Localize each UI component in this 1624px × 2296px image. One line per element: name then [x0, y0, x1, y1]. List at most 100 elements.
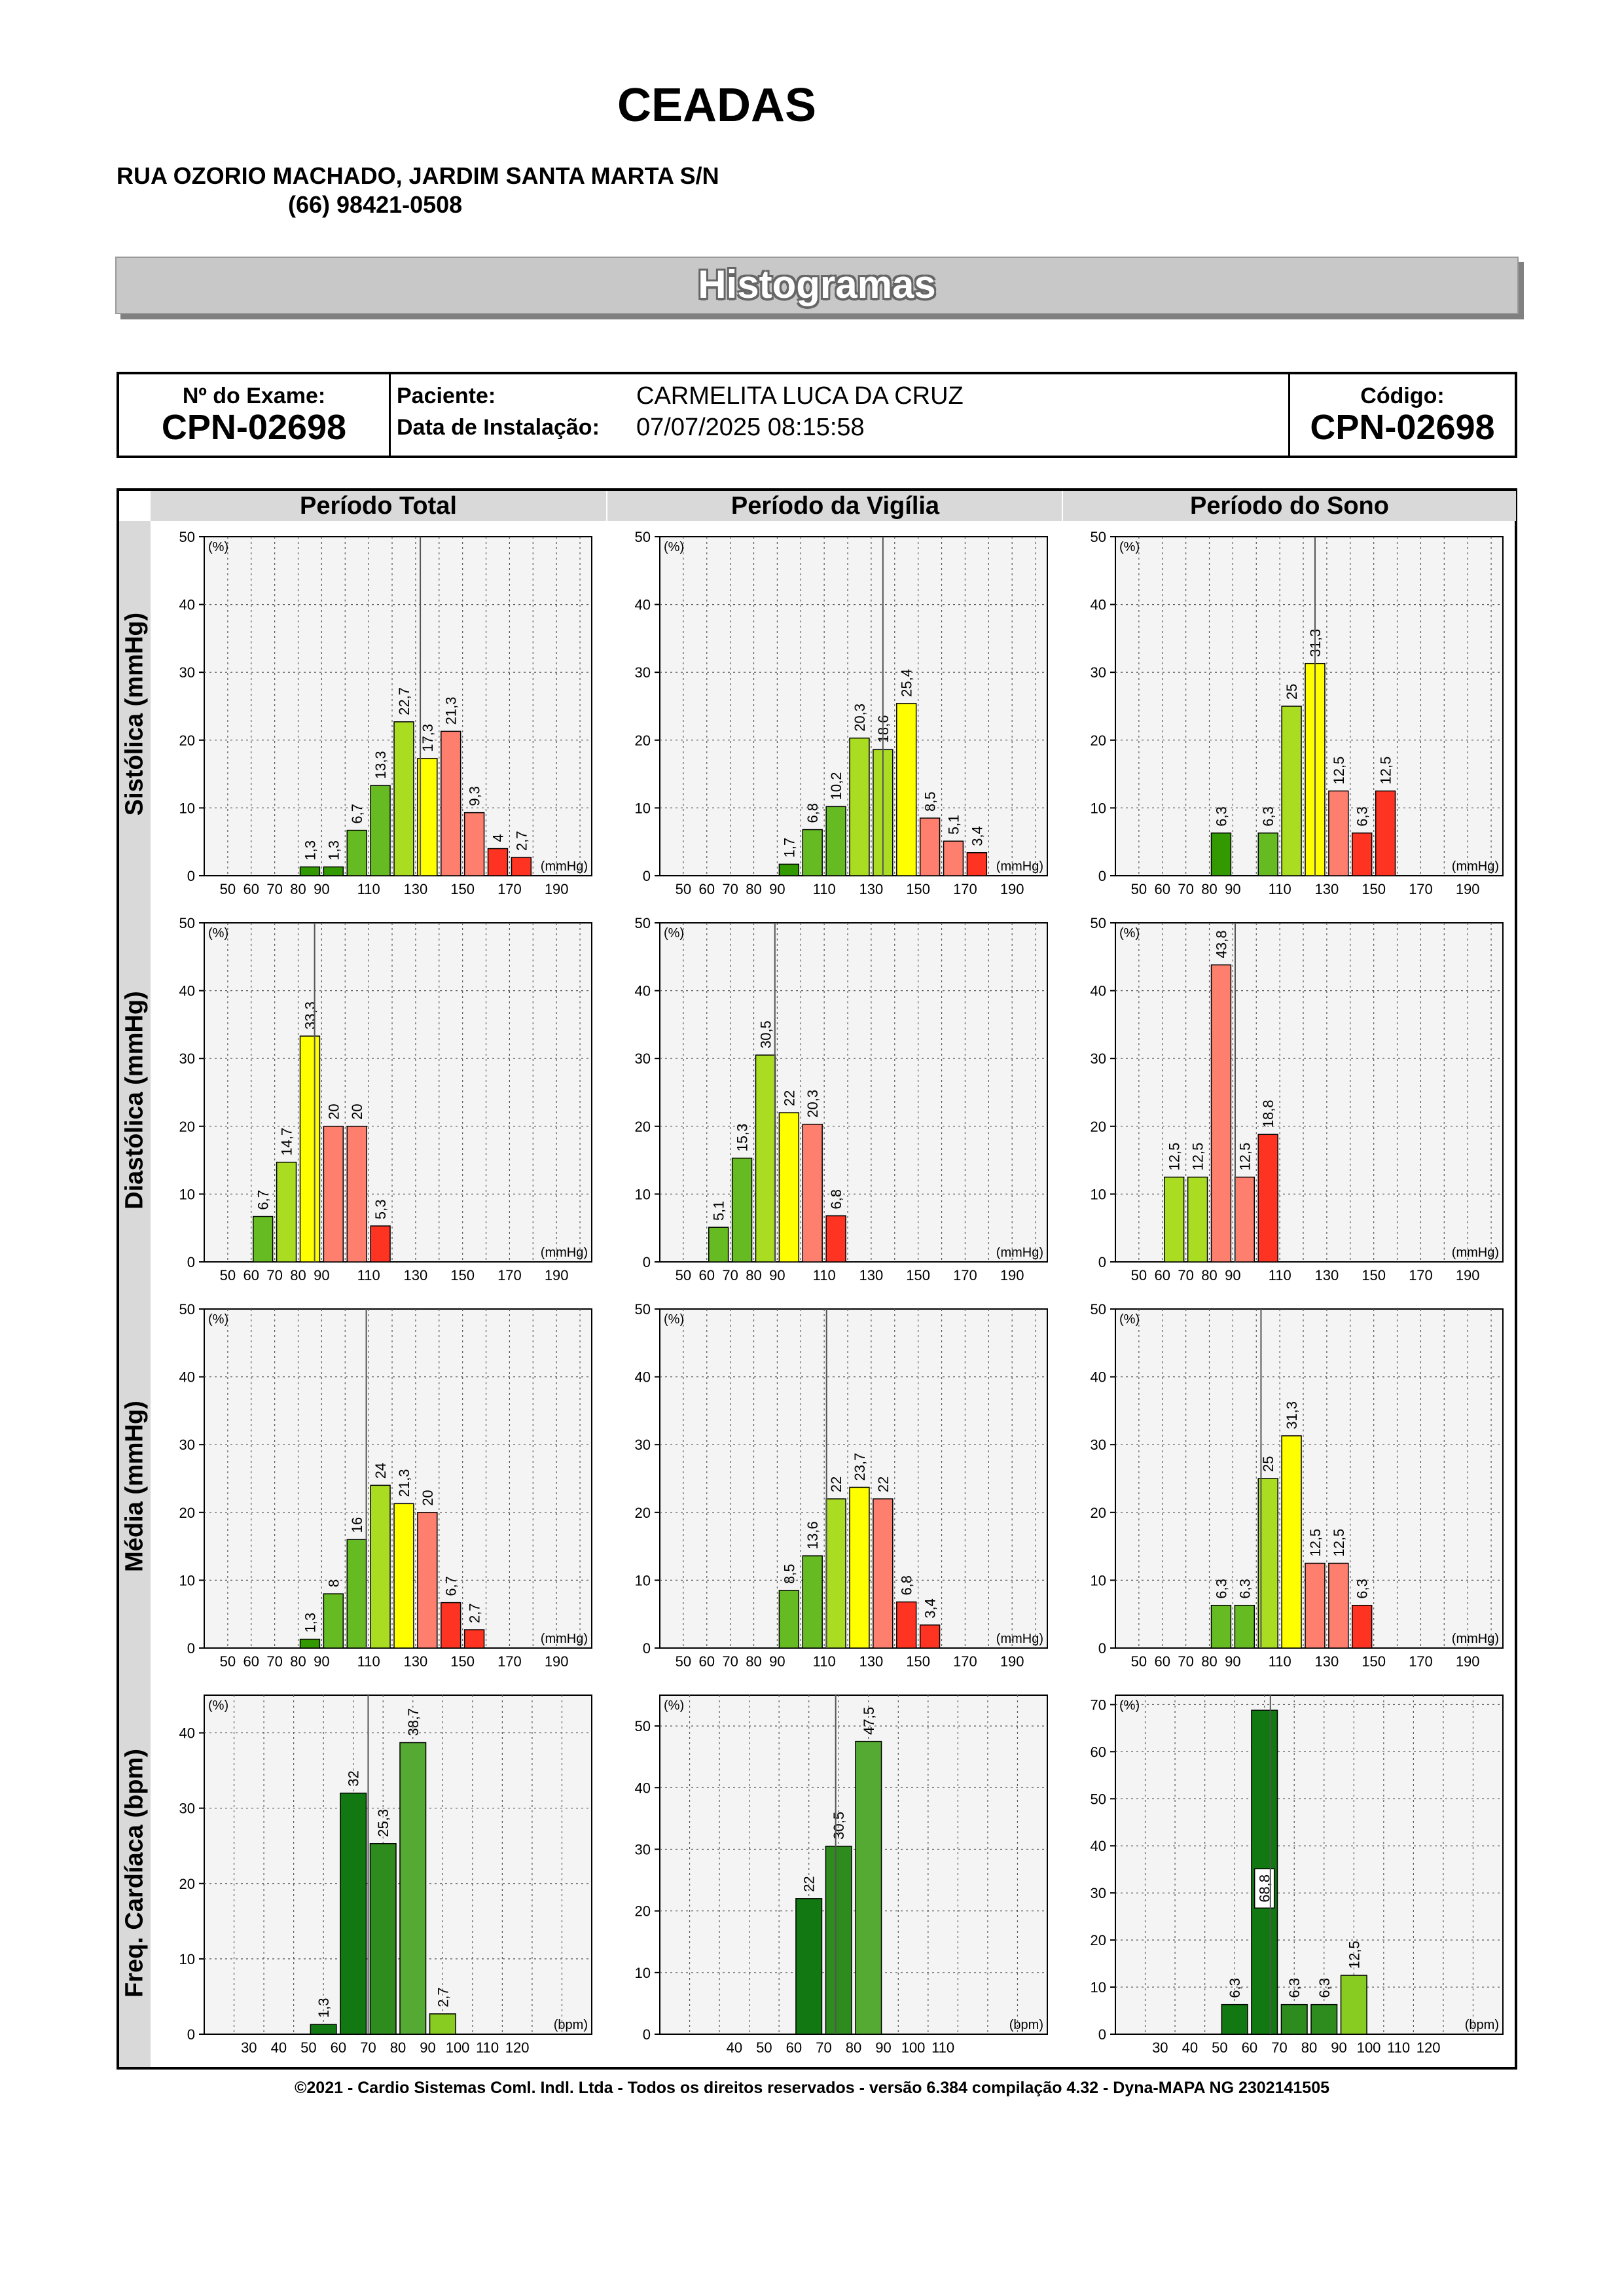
hist-diastolica-sono-xtick-label: 70	[1178, 1267, 1193, 1283]
exam-number-label: Nº do Exame:	[182, 384, 326, 408]
hist-sistolica-sono-ytick-label: 20	[1091, 732, 1106, 749]
hist-sistolica-total-ytick-label: 50	[179, 529, 195, 545]
hist-sistolica-sono-bar-label: 12,5	[1331, 757, 1347, 785]
hist-diastolica-total-xtick-label: 90	[314, 1267, 329, 1283]
hist-sistolica-vigilia-bar	[778, 863, 800, 876]
hist-freq-total-bar-label: 25,3	[375, 1809, 391, 1837]
hist-media-sono-xtick-label: 110	[1269, 1653, 1291, 1670]
hist-diastolica-vigilia-bar	[731, 1157, 753, 1263]
column-header-sono: Período do Sono	[1062, 491, 1516, 521]
hist-freq-sono-bar-label: 12,5	[1346, 1941, 1362, 1969]
hist-media-total-ytick-label: 40	[179, 1369, 195, 1386]
hist-diastolica-total-unit-label: (mmHg)	[541, 1246, 588, 1260]
hist-sistolica-sono-xtick-label: 80	[1201, 881, 1217, 897]
hist-diastolica-sono-bar-label: 18,8	[1260, 1100, 1276, 1128]
hist-sistolica-vigilia-xtick-label: 150	[906, 881, 930, 897]
hist-diastolica-vigilia-bar	[825, 1215, 846, 1263]
hist-freq-sono-bar	[1310, 2003, 1338, 2035]
exam-info-box: Nº do Exame: CPN-02698 Paciente: CARMELI…	[117, 372, 1517, 458]
hist-media-total-xtick-label: 150	[450, 1653, 475, 1670]
hist-freq-total-xtick-label: 90	[420, 2039, 435, 2056]
hist-sistolica-vigilia-bar	[966, 852, 988, 876]
hist-sistolica-total-bar-label: 17,3	[420, 724, 436, 752]
hist-freq-vigilia-plot-area	[659, 1695, 1048, 2035]
hist-sistolica-total-ylabel: (%)	[208, 540, 228, 554]
hist-sistolica-sono-bar	[1257, 832, 1278, 876]
hist-diastolica-total-bar	[346, 1126, 367, 1263]
hist-diastolica-total-bar	[299, 1035, 321, 1263]
hist-freq-sono-xtick-label: 30	[1152, 2039, 1168, 2056]
hist-diastolica-total-bar-label: 20	[325, 1103, 342, 1119]
hist-diastolica-total-xtick-label: 70	[266, 1267, 282, 1283]
hist-media-sono-bar-label: 6,3	[1213, 1579, 1229, 1599]
hist-media-vigilia-bar-label: 22	[875, 1477, 892, 1492]
hist-media-total-bar-label: 24	[372, 1463, 389, 1479]
hist-media-vigilia-ytick-label: 0	[643, 1640, 651, 1657]
hist-media-sono-bar	[1305, 1562, 1326, 1649]
hist-freq-vigilia-bar	[825, 1845, 852, 2035]
hist-freq-total-xtick-label: 50	[300, 2039, 316, 2056]
hist-diastolica-sono-xtick-label: 190	[1456, 1267, 1480, 1283]
hist-sistolica-total-xtick-label: 80	[290, 881, 306, 897]
hist-sistolica-total-bar	[487, 848, 509, 876]
hist-diastolica-vigilia-xtick-label: 190	[1000, 1267, 1024, 1283]
hist-media-sono-xtick-label: 80	[1201, 1653, 1217, 1670]
hist-sistolica-sono-bar-label: 6,3	[1213, 806, 1229, 827]
hist-sistolica-vigilia-ytick-label: 10	[635, 800, 651, 816]
row-header-sistolica: Sistólica (mmHg)	[119, 521, 151, 907]
hist-freq-sono-ytick-label: 10	[1091, 1979, 1106, 1996]
hist-freq-vigilia-ytick-label: 40	[635, 1780, 651, 1796]
row-header-media-label: Média (mmHg)	[120, 1401, 149, 1572]
hist-sistolica-total-bar	[393, 721, 414, 876]
hist-media-sono-bar-label: 6,3	[1236, 1579, 1253, 1599]
hist-sistolica-sono-xtick-label: 190	[1456, 881, 1480, 897]
hist-freq-vigilia-bar	[795, 1898, 823, 2035]
hist-diastolica-total-plot-area	[204, 922, 592, 1263]
hist-diastolica-sono: 0 10 20 30 40 50 50 60 70 80 90 110 130 150 170 190 (%) (…	[1091, 915, 1504, 1283]
hist-diastolica-vigilia-xtick-label: 130	[859, 1267, 884, 1283]
hist-diastolica-vigilia-bar-label: 5,1	[711, 1201, 727, 1221]
hist-sistolica-sono-ylabel: (%)	[1119, 540, 1140, 554]
hist-sistolica-total-ytick-label: 0	[187, 868, 195, 884]
hist-diastolica-sono-xtick-label: 50	[1131, 1267, 1147, 1283]
hist-sistolica-sono-ytick-label: 40	[1091, 597, 1106, 613]
hist-freq-total-bar-label: 2,7	[435, 1987, 451, 2007]
hist-freq-total-ytick-label: 10	[179, 1951, 195, 1967]
hist-freq-vigilia-ytick-label: 30	[635, 1841, 651, 1857]
hist-diastolica-total-bar	[276, 1161, 297, 1263]
hist-freq-vigilia-xtick-label: 40	[727, 2039, 742, 2056]
hist-freq-vigilia-xtick-label: 100	[901, 2039, 926, 2056]
hist-media-sono-bar-label: 6,3	[1354, 1579, 1371, 1599]
hist-media-sono-xtick-label: 190	[1456, 1653, 1480, 1670]
hist-media-total-bar	[323, 1593, 344, 1649]
hist-sistolica-total-bar-label: 13,3	[372, 751, 389, 779]
hist-diastolica-sono-ytick-label: 30	[1091, 1050, 1106, 1067]
hist-diastolica-total-bar-label: 20	[349, 1103, 365, 1119]
hist-sistolica-sono-xtick-label: 130	[1315, 881, 1339, 897]
hist-diastolica-vigilia-xtick-label: 70	[722, 1267, 738, 1283]
hist-diastolica-total-bar	[323, 1126, 344, 1263]
hist-diastolica-vigilia-plot-area	[659, 922, 1048, 1263]
hist-media-sono-bar	[1352, 1604, 1373, 1649]
hist-freq-sono-ytick-label: 50	[1091, 1791, 1106, 1807]
hist-sistolica-vigilia-unit-label: (mmHg)	[996, 859, 1043, 874]
hist-freq-total-xtick-label: 40	[271, 2039, 287, 2056]
hist-sistolica-total-bar-label: 6,7	[349, 804, 365, 824]
hist-freq-vigilia-bar-label: 47,5	[861, 1707, 877, 1735]
hist-media-vigilia-xtick-label: 110	[813, 1653, 836, 1670]
exam-number: CPN-02698	[161, 408, 347, 447]
hist-media-vigilia-xtick-label: 190	[1000, 1653, 1024, 1670]
hist-diastolica-total-xtick-label: 50	[220, 1267, 236, 1283]
hist-freq-vigilia-ytick-label: 10	[635, 1965, 651, 1981]
hist-diastolica-total-ytick-label: 0	[187, 1254, 195, 1270]
hist-diastolica-sono-ytick-label: 0	[1098, 1254, 1106, 1270]
hist-diastolica-vigilia-xtick-label: 110	[813, 1267, 836, 1283]
hist-diastolica-sono-bar-label: 12,5	[1166, 1143, 1183, 1171]
hist-media-vigilia-ytick-label: 50	[635, 1301, 651, 1318]
hist-diastolica-sono-xtick-label: 90	[1225, 1267, 1240, 1283]
hist-media-vigilia: 0 10 20 30 40 50 50 60 70 80 90 110 130 150 170 190 (%) (…	[635, 1301, 1048, 1670]
hist-media-sono-xtick-label: 150	[1362, 1653, 1386, 1670]
hist-diastolica-total-bar-label: 33,3	[302, 1001, 318, 1030]
hist-media-total-xtick-label: 50	[220, 1653, 236, 1670]
hist-sistolica-vigilia-bar	[896, 703, 917, 876]
